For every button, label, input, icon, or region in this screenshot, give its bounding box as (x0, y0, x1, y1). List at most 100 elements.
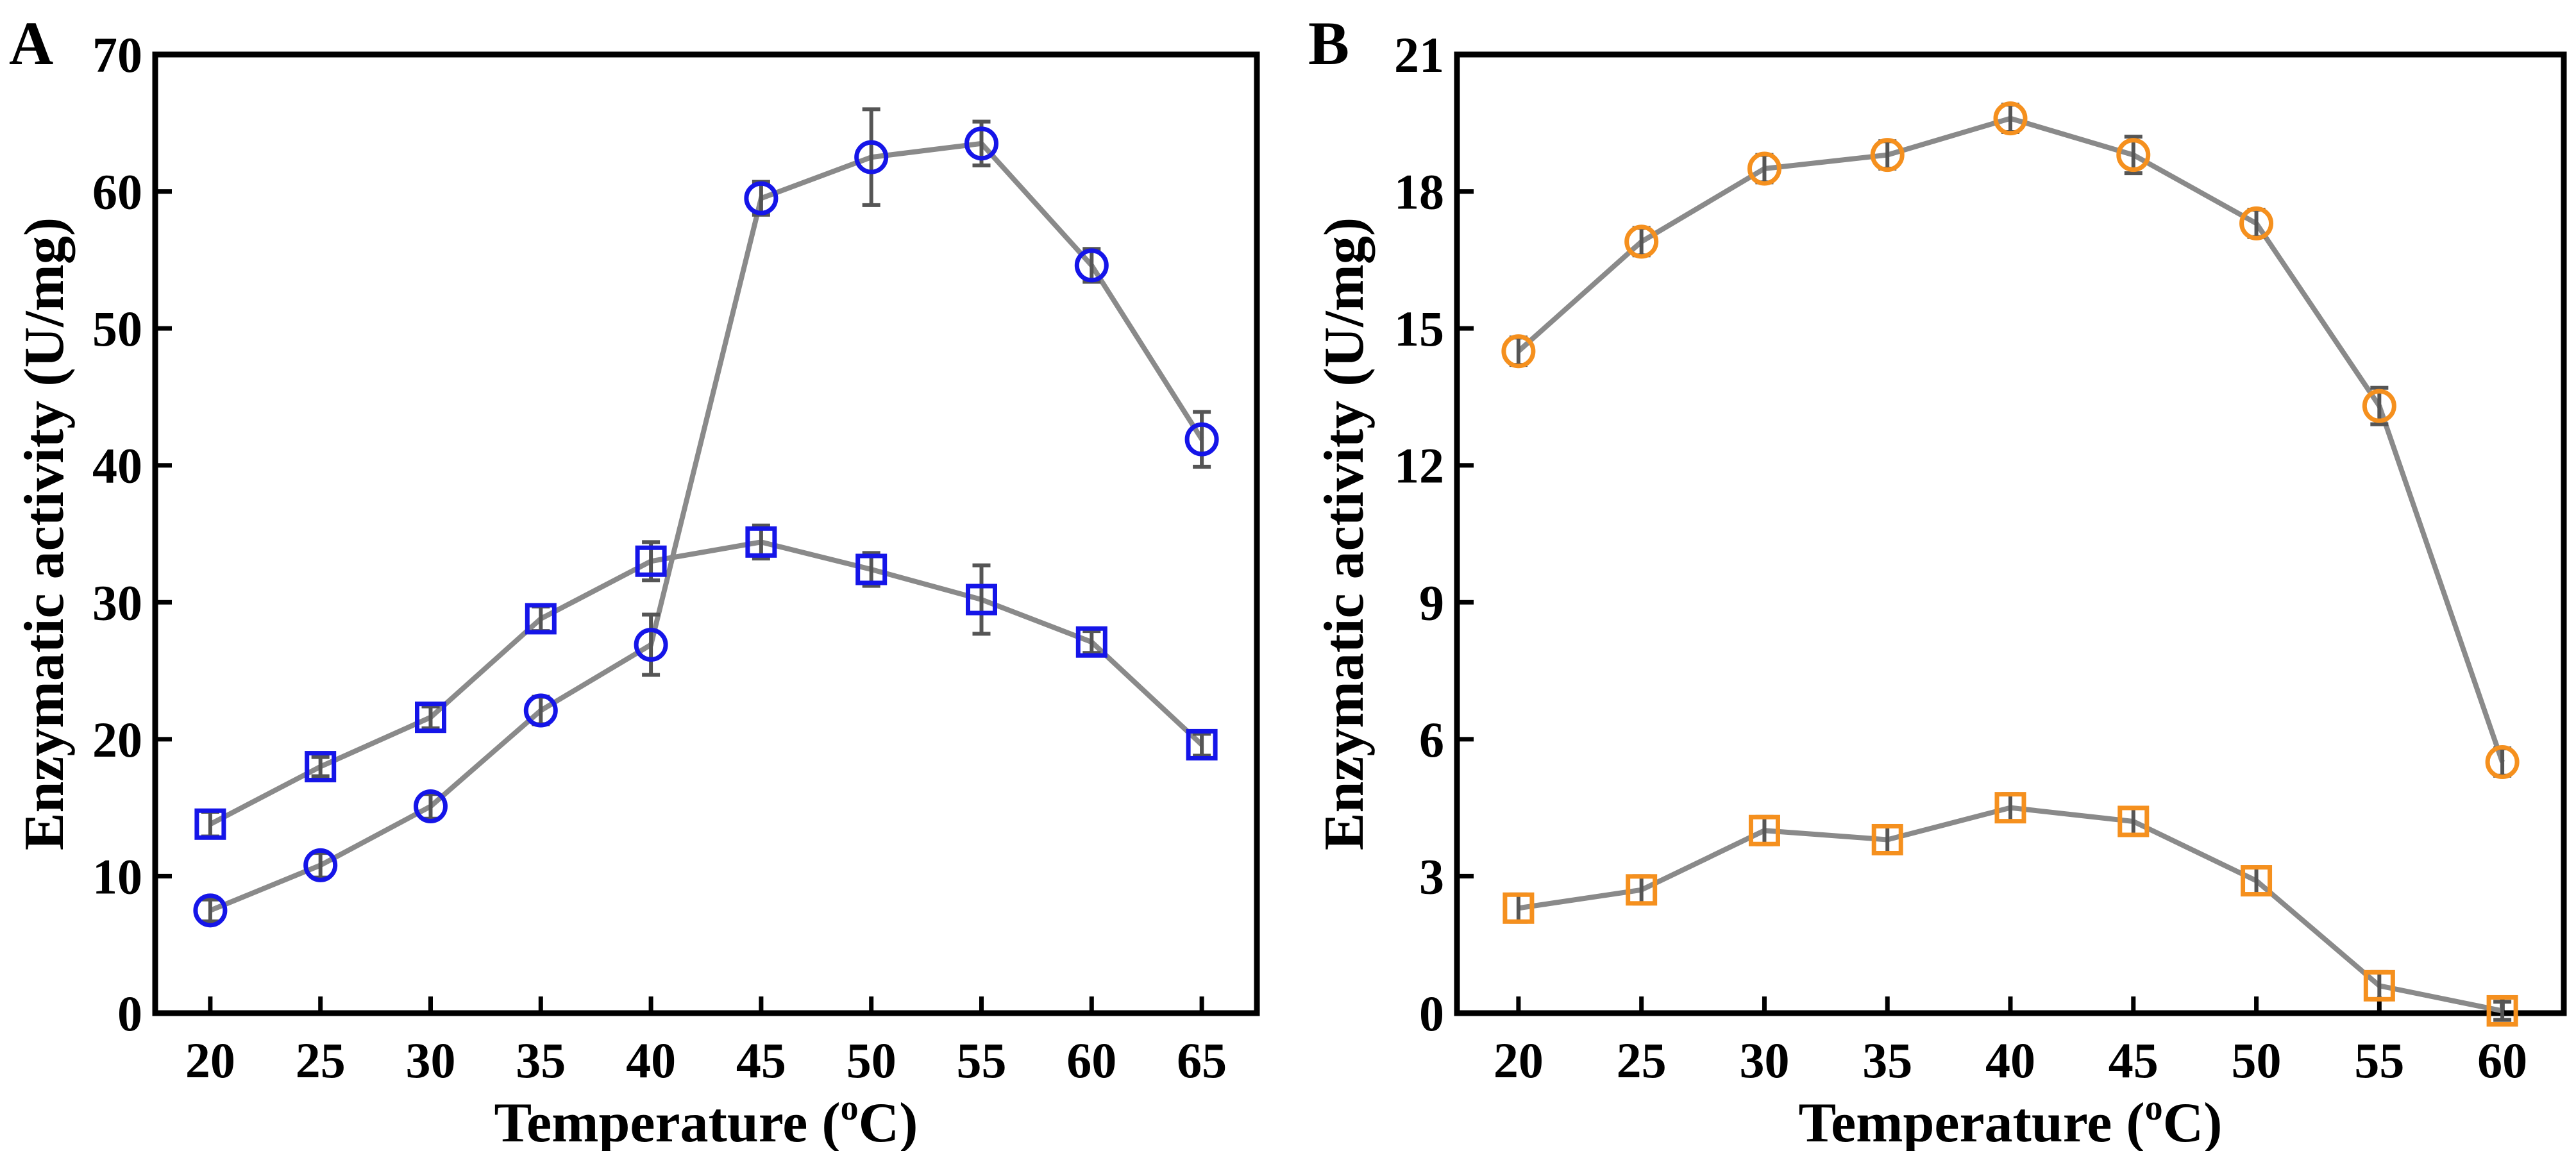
error-bar (972, 563, 991, 636)
data-point-square (1626, 874, 1658, 906)
data-point-square (635, 545, 667, 577)
data-point-square (745, 526, 777, 558)
x-tick-label: 25 (1617, 1032, 1667, 1088)
data-point-circle (854, 140, 889, 174)
y-tick-label: 18 (1394, 164, 1444, 220)
data-point-square (525, 603, 557, 635)
y-tick-label: 9 (1419, 575, 1444, 630)
x-axis-title-end: C) (859, 1092, 918, 1151)
panel-label: B (1308, 9, 1349, 78)
data-point-circle (523, 693, 558, 728)
x-axis-title-main: Temperature ( (494, 1092, 841, 1151)
y-tick-label: 10 (92, 848, 142, 904)
error-bar (2493, 746, 2512, 778)
plot-frame (1454, 51, 2567, 1016)
error-bar (2493, 1000, 2512, 1022)
x-tick-label: 45 (2109, 1032, 2159, 1088)
y-tick-label: 0 (1419, 986, 1444, 1041)
y-tick-label: 6 (1419, 712, 1444, 768)
x-tick-label: 20 (185, 1032, 235, 1088)
data-point-circle (1993, 101, 2028, 136)
data-point-circle (1624, 224, 1659, 259)
y-tick-label: 60 (92, 164, 142, 220)
x-axis-title: Temperature (oC) (494, 1088, 918, 1151)
data-point-circle (303, 848, 338, 882)
error-bar (532, 694, 550, 727)
data-point-square (1503, 892, 1535, 924)
data-point-square (2117, 805, 2150, 837)
data-point-circle (1870, 138, 1905, 172)
chart-panel-b: B 0 3 6 9 12 15 18 21 20 25 30 35 40 45 50 55 60 Temperatu… (1308, 9, 2567, 1151)
error-bar (642, 612, 661, 677)
data-point-circle (193, 893, 228, 928)
x-tick-label: 20 (1494, 1032, 1544, 1088)
x-axis-title: Temperature (oC) (1799, 1088, 2223, 1151)
chart-panel-a: A 0 10 20 30 40 50 60 70 20 25 30 35 40 45 50 55 60 65 Temp… (9, 9, 1260, 1151)
y-tick-label: 50 (92, 301, 142, 357)
x-tick-label: 55 (957, 1032, 1007, 1088)
series-line (209, 140, 1204, 913)
data-point-square (305, 751, 337, 783)
data-point-square (855, 553, 888, 585)
error-bar (201, 897, 219, 923)
x-axis-title-end: C) (2163, 1092, 2223, 1151)
data-point-square (415, 702, 446, 734)
data-point-square (1871, 823, 1903, 855)
error-bar (201, 810, 219, 839)
plot-frame (152, 51, 1260, 1016)
y-tick-label: 3 (1419, 848, 1444, 904)
data-point-circle (1184, 422, 1219, 457)
data-point-square (2363, 970, 2395, 1002)
error-bar (2247, 865, 2266, 896)
data-point-square (1994, 792, 2026, 824)
y-tick-label: 30 (92, 575, 142, 630)
y-tick-label: 15 (1394, 301, 1444, 357)
x-axis-title-sup: o (841, 1088, 859, 1128)
data-point-square (966, 584, 997, 616)
x-tick-label: 35 (1862, 1032, 1912, 1088)
x-tick-label: 45 (736, 1032, 786, 1088)
series-line (1517, 115, 2505, 763)
series-square (1503, 792, 2518, 1027)
error-bar (1193, 732, 1211, 758)
y-tick-label: 70 (92, 27, 142, 83)
data-point-square (2241, 865, 2273, 897)
y-tick-label: 20 (92, 712, 142, 768)
error-bar (862, 551, 880, 588)
x-tick-label: 40 (1985, 1032, 2035, 1088)
data-point-circle (1074, 248, 1109, 283)
data-point-square (1186, 728, 1218, 760)
x-tick-label: 35 (516, 1032, 566, 1088)
error-bar (2370, 385, 2389, 426)
y-tick-label: 12 (1394, 438, 1444, 494)
x-tick-label: 30 (406, 1032, 456, 1088)
error-bar (752, 523, 770, 560)
data-point-square (194, 808, 226, 840)
data-point-square (1075, 626, 1107, 658)
error-bar (1509, 335, 1528, 367)
data-point-circle (2239, 206, 2274, 240)
error-bar (1082, 629, 1101, 655)
data-point-circle (1501, 334, 1536, 369)
x-axis-title-sup: o (2145, 1088, 2163, 1128)
error-bar (311, 755, 330, 778)
panel-label: A (9, 9, 53, 78)
data-point-circle (634, 627, 668, 662)
series-square (194, 523, 1218, 840)
series-circle (1501, 101, 2520, 779)
data-point-square (2486, 995, 2518, 1027)
x-tick-label: 30 (1739, 1032, 1789, 1088)
error-bar (862, 107, 880, 207)
y-tick-label: 21 (1394, 27, 1444, 83)
y-axis-title: Enzymatic activity (U/mg) (13, 217, 76, 850)
x-axis-title-main: Temperature ( (1799, 1092, 2145, 1151)
series-line (1518, 805, 2503, 1014)
x-tick-label: 65 (1177, 1032, 1227, 1088)
data-point-circle (2485, 744, 2520, 779)
error-bar (2124, 135, 2142, 176)
data-point-circle (744, 181, 779, 215)
data-point-circle (414, 789, 448, 824)
error-bar (421, 704, 440, 730)
x-tick-label: 60 (2477, 1032, 2527, 1088)
x-tick-label: 55 (2354, 1032, 2404, 1088)
